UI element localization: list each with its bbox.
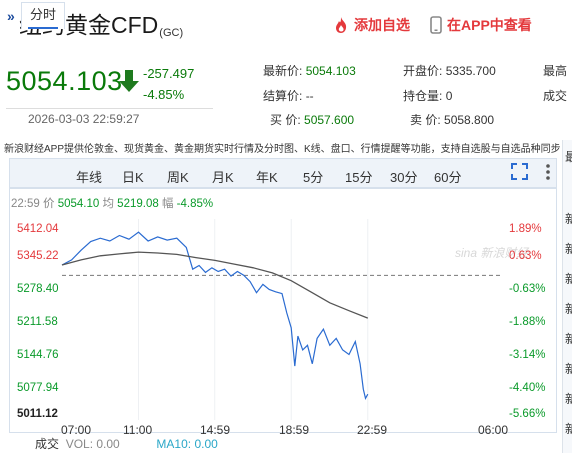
ask-price-value: 5058.800 (444, 113, 495, 127)
instrument-code: (GC) (159, 27, 184, 39)
tab-15min[interactable]: 15分 (345, 170, 373, 185)
y-left-tick: 5278.40 (17, 283, 59, 295)
open-interest-value: 0 (445, 89, 453, 103)
more-options-icon[interactable] (544, 163, 552, 181)
y-left-tick: 5144.76 (17, 349, 59, 361)
price-line (61, 231, 369, 401)
side-tab[interactable]: 新 (565, 302, 572, 316)
x-tick: 22:59 (357, 423, 388, 437)
info-average: 5219.08 (117, 198, 159, 210)
open-interest-row: 持仓量: 0 (403, 89, 453, 103)
chart-crosshair-info: 22:59 价 5054.10 均 5219.08 幅 -4.85% (11, 198, 214, 210)
phone-icon (430, 16, 442, 34)
view-in-app-label: 在APP中查看 (447, 17, 532, 33)
chart-period-tabs (9, 158, 557, 188)
y-right-tick: -0.63% (509, 283, 546, 295)
y-left-tick: 5345.22 (17, 250, 59, 262)
bid-price-row: 买 价: 5057.600 (270, 113, 355, 127)
info-price: 5054.10 (57, 198, 100, 210)
y-left-tick: 5211.58 (17, 316, 58, 328)
quote-timestamp: 2026-03-03 22:59:27 (28, 112, 140, 126)
volume-label: 成交 (35, 437, 60, 451)
bid-price-value: 5057.600 (304, 113, 355, 127)
side-tab[interactable]: 新 (565, 242, 572, 256)
tab-yearly-k[interactable]: 年K (256, 170, 278, 185)
x-tick: 11:00 (123, 423, 153, 437)
market-arrow-icon: » (7, 8, 15, 24)
tab-daily-k[interactable]: 日K (122, 170, 144, 185)
y-right-tick: 1.89% (509, 223, 542, 235)
x-tick: 18:59 (279, 423, 310, 437)
chart-frame (9, 188, 557, 433)
y-left-tick: 5011.12 (17, 408, 58, 420)
latest-price-row: 最新价: 5054.103 (263, 64, 356, 78)
price-change-pct: -4.85% (143, 87, 185, 102)
add-watchlist-label: 添加自选 (354, 17, 410, 33)
side-tab[interactable]: 最 (565, 150, 572, 164)
open-price-value: 5335.700 (445, 64, 496, 78)
y-right-tick: -1.88% (509, 316, 546, 328)
side-tab[interactable]: 新 (565, 422, 572, 436)
info-time: 22:59 (11, 198, 40, 210)
y-right-tick: -4.40% (509, 382, 546, 394)
fullscreen-icon[interactable] (511, 163, 528, 180)
x-tick: 14:59 (200, 423, 231, 437)
y-right-tick: 0.63% (509, 250, 542, 262)
ask-price-row: 卖 价: 5058.800 (410, 113, 495, 127)
tab-year-line[interactable]: 年线 (76, 170, 103, 185)
last-price: 5054.103 (6, 66, 123, 96)
side-tab[interactable]: 新 (565, 392, 572, 406)
tab-60min[interactable]: 60分 (434, 170, 462, 185)
open-price-row: 开盘价: 5335.700 (403, 64, 496, 78)
side-tab[interactable]: 新 (565, 212, 572, 226)
y-right-tick: -3.14% (509, 349, 546, 361)
add-watchlist-button[interactable]: 添加自选 (333, 15, 410, 35)
price-change: -257.497 (143, 66, 195, 81)
watermark: sina 新浪财经 (455, 246, 530, 260)
side-panel: 最 新 新 新 新 新 新 新 新 (562, 140, 572, 453)
y-left-tick: 5412.04 (17, 223, 59, 235)
tab-30min[interactable]: 30分 (390, 170, 418, 185)
volume-value: VOL: 0.00 (65, 437, 120, 451)
fire-icon (336, 17, 347, 33)
tab-5min[interactable]: 5分 (303, 170, 324, 185)
view-in-app-button[interactable]: 在APP中查看 (430, 15, 532, 35)
info-amplitude: -4.85% (176, 198, 214, 210)
volume-indicator: 成交 VOL: 0.00 MA10: 0.00 (35, 437, 218, 451)
volume-label: 成交 (543, 89, 568, 103)
x-tick: 06:00 (478, 423, 509, 437)
y-right-tick: -5.66% (509, 408, 546, 420)
down-arrow-icon (119, 70, 139, 92)
app-feature-notice: 新浪财经APP提供伦敦金、现货黄金、黄金期货实时行情及分时图、K线、盘口、行情提… (4, 144, 561, 155)
latest-price-value: 5054.103 (305, 64, 356, 78)
side-tab[interactable]: 新 (565, 362, 572, 376)
tab-monthly-k[interactable]: 月K (212, 170, 234, 185)
side-tab[interactable]: 新 (565, 272, 572, 286)
y-left-tick: 5077.94 (17, 382, 59, 394)
high-price-label: 最高 (543, 64, 568, 78)
ma10-value: 0.00 (194, 437, 218, 451)
settle-price-value: -- (305, 89, 314, 103)
average-line (61, 251, 369, 319)
side-tab[interactable]: 新 (565, 332, 572, 346)
settle-price-row: 结算价: -- (263, 89, 314, 103)
x-tick: 07:00 (61, 423, 92, 437)
tab-intraday[interactable]: 分时 (21, 2, 66, 29)
divider (6, 108, 213, 109)
tab-weekly-k[interactable]: 周K (167, 170, 189, 185)
